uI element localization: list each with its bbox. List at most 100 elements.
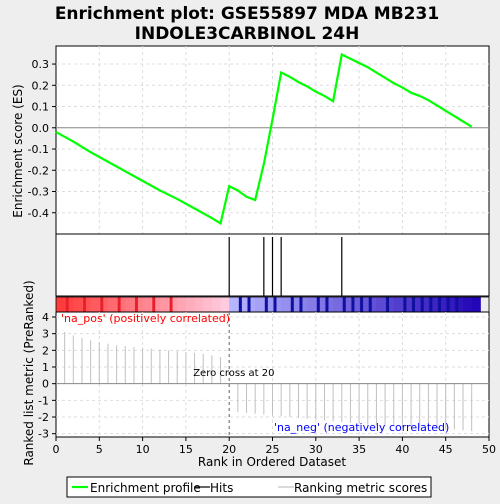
ramp-cell bbox=[81, 297, 92, 312]
ramp-cell bbox=[168, 297, 178, 312]
ramp-cell bbox=[350, 297, 360, 312]
ramp-cell bbox=[73, 297, 83, 312]
ramp-cell bbox=[376, 297, 386, 312]
x-axis-label: Rank in Ordered Dataset bbox=[198, 455, 346, 469]
ramp-cell bbox=[255, 297, 265, 312]
ramp-cell bbox=[194, 297, 204, 312]
ramp-stripe bbox=[65, 297, 69, 312]
es-ytick-label: -0.4 bbox=[28, 207, 49, 220]
ramp-cell bbox=[246, 297, 256, 312]
ramp-cell bbox=[341, 297, 351, 312]
rank-ytick-label: -1 bbox=[38, 394, 49, 407]
rank-ytick-label: -2 bbox=[38, 411, 49, 424]
x-tick-label: 10 bbox=[136, 443, 150, 456]
ramp-cell bbox=[211, 297, 222, 312]
ramp-stripe bbox=[368, 297, 372, 312]
es-ytick-label: -0.2 bbox=[28, 164, 49, 177]
es-ytick-label: 0.2 bbox=[32, 79, 50, 92]
es-panel bbox=[55, 45, 490, 235]
ramp-cell bbox=[272, 297, 282, 312]
x-tick-label: 45 bbox=[439, 443, 453, 456]
ramp-cell bbox=[393, 297, 403, 312]
ramp-stripe bbox=[100, 297, 104, 312]
rank-ytick-label: 3 bbox=[42, 328, 49, 341]
es-ytick-label: 0.1 bbox=[32, 101, 50, 114]
ramp-stripe bbox=[429, 297, 433, 312]
ramp-stripe bbox=[152, 297, 156, 312]
legend-label: Ranking metric scores bbox=[294, 481, 427, 495]
ramp-cell bbox=[315, 297, 325, 312]
ramp-cell bbox=[289, 297, 299, 312]
rank-ytick-label: 1 bbox=[42, 361, 49, 374]
ramp-cell bbox=[133, 297, 144, 312]
ramp-cell bbox=[298, 297, 308, 312]
x-tick-label: 30 bbox=[309, 443, 323, 456]
ramp-cell bbox=[177, 297, 187, 312]
ramp-stripe bbox=[325, 297, 329, 312]
ramp-stripe bbox=[247, 297, 251, 312]
ramp-stripe bbox=[264, 297, 268, 312]
x-tick-label: 20 bbox=[222, 443, 236, 456]
legend-box bbox=[66, 476, 432, 498]
ramp-cell bbox=[125, 297, 135, 312]
ramp-cell bbox=[159, 297, 170, 312]
ramp-stripe bbox=[438, 297, 442, 312]
zero-cross-label: Zero cross at 20 bbox=[193, 368, 274, 379]
ramp-stripe bbox=[117, 297, 121, 312]
pos-label: 'na_pos' (positively correlated) bbox=[61, 312, 230, 325]
ramp-stripe bbox=[420, 297, 424, 312]
ramp-stripe bbox=[169, 297, 173, 312]
ramp-cell bbox=[116, 297, 126, 312]
x-tick-label: 15 bbox=[179, 443, 193, 456]
ramp-cell bbox=[56, 297, 66, 312]
ramp-cell bbox=[220, 297, 230, 312]
ramp-cell bbox=[229, 297, 239, 312]
ramp-stripe bbox=[351, 297, 355, 312]
neg-label: 'na_neg' (negatively correlated) bbox=[274, 421, 449, 434]
ramp-cell bbox=[185, 297, 196, 312]
ramp-cell bbox=[263, 297, 273, 312]
ramp-stripe bbox=[238, 297, 242, 312]
chart-title-line2: INDOLE3CARBINOL 24H bbox=[135, 24, 360, 44]
ramp-stripe bbox=[446, 297, 450, 312]
ramp-cell bbox=[333, 297, 343, 312]
ramp-cell bbox=[64, 297, 74, 312]
ramp-cell bbox=[307, 297, 317, 312]
es-ytick-label: 0.3 bbox=[32, 58, 50, 71]
ramp-cell bbox=[471, 297, 481, 312]
ramp-stripe bbox=[403, 297, 407, 312]
ramp-cell bbox=[419, 297, 429, 312]
x-tick-label: 35 bbox=[352, 443, 366, 456]
es-ytick-label: -0.1 bbox=[28, 143, 49, 156]
ramp-cell bbox=[99, 297, 109, 312]
ramp-cell bbox=[428, 297, 438, 312]
es-ytick-label: 0.0 bbox=[32, 122, 50, 135]
ramp-cell bbox=[463, 297, 473, 312]
ramp-cell bbox=[359, 297, 369, 312]
ramp-cell bbox=[445, 297, 455, 312]
x-tick-label: 5 bbox=[96, 443, 103, 456]
ramp-cell bbox=[107, 297, 118, 312]
ramp-cell bbox=[402, 297, 412, 312]
ramp-cell bbox=[367, 297, 377, 312]
ramp-stripe bbox=[290, 297, 294, 312]
ramp-stripe bbox=[386, 297, 390, 312]
ramp-stripe bbox=[273, 297, 277, 312]
ramp-stripe bbox=[82, 297, 86, 312]
rank-ytick-label: 4 bbox=[42, 311, 49, 324]
ramp-cell bbox=[151, 297, 161, 312]
ramp-cell bbox=[385, 297, 395, 312]
ramp-stripe bbox=[134, 297, 138, 312]
rank-ytick-label: -3 bbox=[38, 428, 49, 441]
chart-title-line1: Enrichment plot: GSE55897 MDA MB231 bbox=[55, 4, 439, 24]
ramp-stripe bbox=[299, 297, 303, 312]
ramp-stripe bbox=[455, 297, 459, 312]
x-tick-label: 40 bbox=[395, 443, 409, 456]
rank-ytick-label: 0 bbox=[42, 378, 49, 391]
ramp-cell bbox=[411, 297, 421, 312]
ramp-cell bbox=[324, 297, 334, 312]
ramp-stripe bbox=[412, 297, 416, 312]
ramp-stripe bbox=[342, 297, 346, 312]
